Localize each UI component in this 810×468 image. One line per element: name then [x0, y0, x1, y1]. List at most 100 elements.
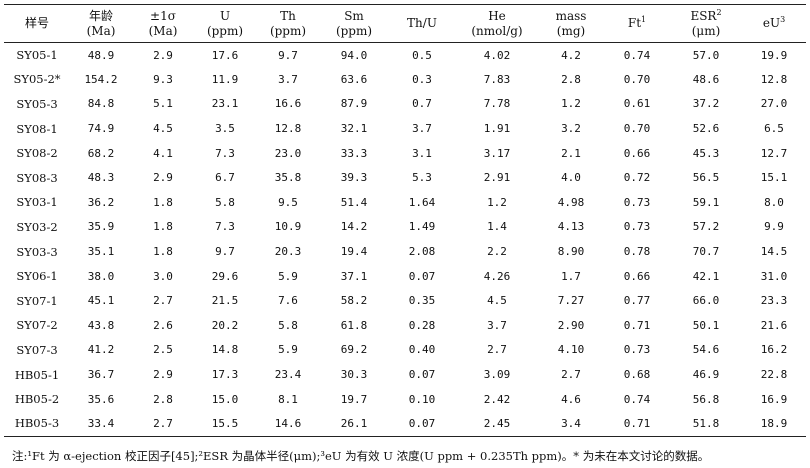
table-cell: 48.9: [87, 48, 115, 62]
table-cell: 23.4: [274, 368, 302, 382]
table-cell: 38.0: [87, 269, 115, 283]
table-cell: 2.9: [153, 171, 173, 185]
table-cell: 0.74: [623, 392, 651, 406]
table-cell: 61.8: [340, 318, 368, 332]
table-cell: 1.2: [487, 195, 507, 209]
table-cell: 37.2: [692, 97, 720, 111]
table-cell: 54.6: [692, 343, 720, 357]
table-cell: 4.13: [557, 220, 585, 234]
table-cell: 12.7: [760, 146, 788, 160]
table-cell: 22.8: [760, 368, 788, 382]
table-row: HB05-1 36.7 2.9 17.3 23.4 30.3 0.07 3.09 2.7 0.68…: [4, 362, 806, 387]
table-cell: 2.45: [456, 411, 538, 437]
table-cell: 9.7: [278, 48, 298, 62]
column-header-label: U: [194, 9, 256, 24]
table-cell: 0.10: [408, 392, 436, 406]
table-cell: 7.3: [215, 146, 235, 160]
table-cell: 0.07: [408, 269, 436, 283]
column-header-name: eU: [762, 16, 781, 30]
sample-id-cell: SY03-3: [16, 244, 58, 259]
table-cell: 0.72: [623, 171, 651, 185]
table-row: SY05-2* 154.2 9.3 11.9 3.7 63.6 0.3 7.83 2.8 0.70…: [4, 67, 806, 92]
table-cell: 1.8: [153, 195, 173, 209]
table-cell: 0.70: [623, 122, 651, 136]
table-cell: 58.2: [340, 294, 368, 308]
table-cell: 2.6: [153, 318, 173, 332]
table-cell: 2.9: [153, 48, 173, 62]
sample-id-cell: HB05-1: [14, 367, 60, 382]
table-cell: 1.8: [153, 245, 173, 259]
column-header-name: He: [488, 8, 506, 23]
sample-id-cell: SY03-1: [16, 195, 58, 210]
table-cell: 17.3: [211, 368, 239, 382]
column-header: Ft1: [604, 4, 670, 43]
column-header-unit: (μm): [691, 23, 721, 38]
table-cell: 51.8: [670, 411, 742, 437]
table-cell: 39.3: [340, 171, 368, 185]
table-cell: 69.2: [340, 343, 368, 357]
column-header-name: ±1σ: [150, 8, 176, 23]
table-cell: 0.70: [623, 72, 651, 86]
table-cell: 35.8: [274, 171, 302, 185]
table-cell: 154.2: [84, 72, 118, 86]
column-header: 样号: [4, 4, 70, 43]
footnote-marker: 3: [780, 15, 786, 24]
table-cell: 14.8: [211, 343, 239, 357]
column-header-name: mass: [555, 8, 587, 23]
column-header-label: ESR2: [670, 7, 742, 24]
column-header-label: mass: [538, 9, 604, 24]
table-row: SY08-2 68.2 4.1 7.3 23.0 33.3 3.1 3.17 2.1 0.66 45…: [4, 141, 806, 166]
table-cell: 2.7: [132, 411, 194, 437]
column-header: ESR2 (μm): [670, 4, 742, 43]
table-cell: 8.1: [278, 392, 298, 406]
table-row: SY07-2 43.8 2.6 20.2 5.8 61.8 0.28 3.7 2.90 0.71 5…: [4, 313, 806, 338]
column-header: mass (mg): [538, 4, 604, 43]
table-cell: 3.7: [487, 318, 507, 332]
footnote-marker: 2: [716, 7, 722, 17]
table-cell: 0.61: [623, 97, 651, 111]
table-cell: 57.0: [692, 48, 720, 62]
column-header-unit: (Ma): [86, 23, 116, 38]
table-cell: 0.7: [412, 97, 432, 111]
table-cell: 2.2: [487, 245, 507, 259]
sample-id-cell: SY07-3: [16, 342, 58, 357]
table-cell: 4.5: [487, 294, 507, 308]
table-cell: 1.2: [561, 97, 581, 111]
column-header-label: ±1σ: [132, 9, 194, 24]
table-cell: 21.6: [760, 318, 788, 332]
table-cell: 68.2: [87, 146, 115, 160]
table-cell: 46.9: [692, 368, 720, 382]
table-header: 样号 年龄 (Ma) ±1σ (Ma) U (ppm) Th (ppm) Sm (ppm) Th/U H…: [4, 4, 806, 43]
table-cell: 17.6: [211, 48, 239, 62]
column-header-label: Ft1: [604, 16, 670, 31]
column-header: eU3: [742, 4, 806, 43]
table-cell: 32.1: [340, 122, 368, 136]
table-cell: 20.2: [211, 318, 239, 332]
table-cell: 1.91: [483, 122, 511, 136]
table-cell: 3.2: [561, 122, 581, 136]
table-cell: 8.0: [764, 195, 784, 209]
table-cell: 0.66: [623, 269, 651, 283]
table-cell: 20.3: [274, 245, 302, 259]
table-cell: 2.5: [153, 343, 173, 357]
table-cell: 30.3: [340, 368, 368, 382]
table-cell: 2.42: [483, 392, 511, 406]
table-row: SY07-1 45.1 2.7 21.5 7.6 58.2 0.35 4.5 7.27 0.77 6…: [4, 288, 806, 313]
table-row: SY03-1 36.2 1.8 5.8 9.5 51.4 1.64 1.2 4.98 0.73 59…: [4, 190, 806, 215]
table-cell: 27.0: [760, 97, 788, 111]
table-cell: 3.1: [412, 146, 432, 160]
table-cell: 41.2: [87, 343, 115, 357]
table-body: SY05-1 48.9 2.9 17.6 9.7 94.0 0.5 4.02 4.2 0.74 57…: [4, 43, 806, 437]
table-cell: 16.9: [760, 392, 788, 406]
table-cell: 4.98: [557, 195, 585, 209]
data-table-container: 样号 年龄 (Ma) ±1σ (Ma) U (ppm) Th (ppm) Sm (ppm) Th/U H…: [4, 4, 806, 437]
table-cell: 1.4: [487, 220, 507, 234]
column-header-unit: (mg): [556, 23, 586, 38]
table-cell: 19.9: [760, 48, 788, 62]
table-cell: 48.3: [87, 171, 115, 185]
table-cell: 45.1: [87, 294, 115, 308]
column-header: He (nmol/g): [456, 4, 538, 43]
table-cell: 7.3: [215, 220, 235, 234]
column-header-name: Th/U: [407, 16, 437, 30]
column-header-name: ESR: [690, 8, 717, 23]
